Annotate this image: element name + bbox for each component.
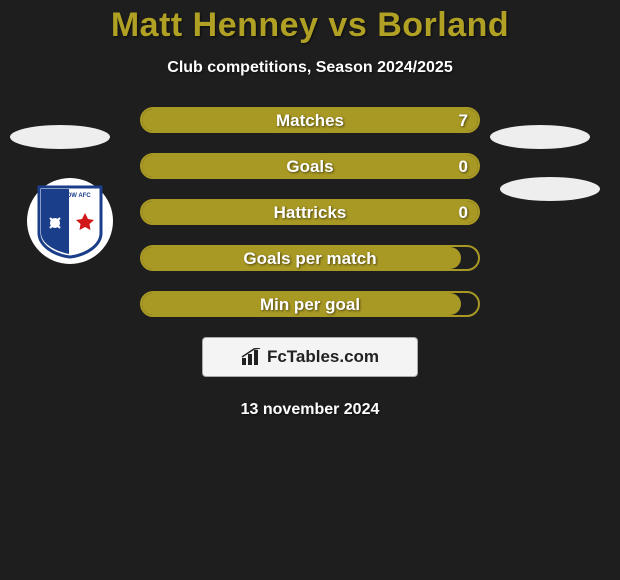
source-logo-box: FcTables.com bbox=[202, 337, 418, 377]
stat-bar: Goals per match bbox=[140, 245, 480, 271]
stat-bar-right-value: 0 bbox=[459, 203, 468, 223]
content-root: Matt Henney vs Borland Club competitions… bbox=[0, 0, 620, 580]
club-crest-icon: BARROW AFC bbox=[37, 183, 103, 259]
stat-bar-label: Min per goal bbox=[142, 295, 478, 315]
page-title: Matt Henney vs Borland bbox=[0, 0, 620, 45]
stat-bar-label: Hattricks bbox=[142, 203, 478, 223]
club-logo-left: BARROW AFC bbox=[27, 178, 113, 264]
stat-bar: Matches7 bbox=[140, 107, 480, 133]
stat-bar-label: Goals per match bbox=[142, 249, 478, 269]
stat-bar: Min per goal bbox=[140, 291, 480, 317]
player-photo-left-placeholder bbox=[10, 125, 110, 149]
bars-icon bbox=[241, 348, 263, 366]
source-logo-text: FcTables.com bbox=[267, 347, 379, 367]
stat-bar-right-value: 7 bbox=[459, 111, 468, 131]
club-logo-right-placeholder bbox=[500, 177, 600, 201]
svg-text:BARROW AFC: BARROW AFC bbox=[49, 193, 91, 199]
snapshot-date: 13 november 2024 bbox=[0, 401, 620, 419]
page-subtitle: Club competitions, Season 2024/2025 bbox=[0, 59, 620, 77]
player-photo-right-placeholder bbox=[490, 125, 590, 149]
stat-bar-right-value: 0 bbox=[459, 157, 468, 177]
stat-bar: Goals0 bbox=[140, 153, 480, 179]
stat-bar-label: Matches bbox=[142, 111, 478, 131]
stat-bar: Hattricks0 bbox=[140, 199, 480, 225]
stat-bar-label: Goals bbox=[142, 157, 478, 177]
